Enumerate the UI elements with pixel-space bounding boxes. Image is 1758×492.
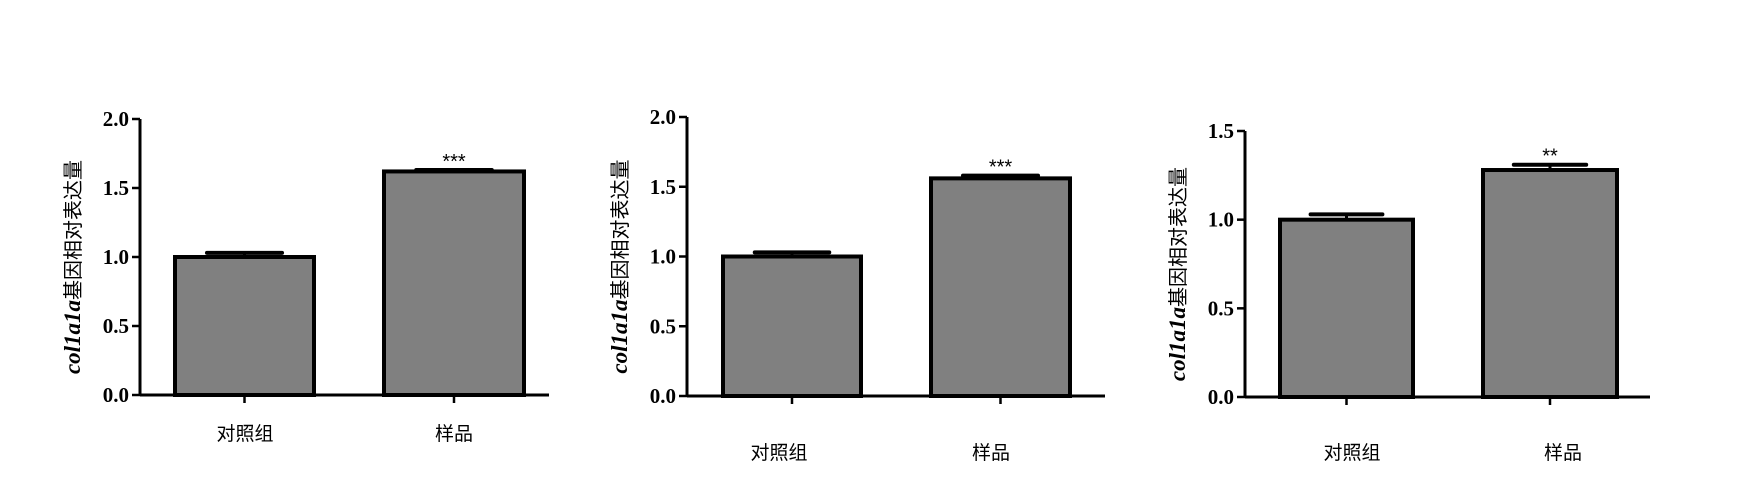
y-tick-label: 0.5 <box>650 314 676 338</box>
category-label: 样品 <box>1544 442 1582 464</box>
y-tick-label: 0.0 <box>1208 385 1234 409</box>
chart-1: 对照组 样品 *** 0.0 0.5 1.0 1.5 2.0 col1a1a基因相对表达量 <box>60 107 549 445</box>
y-axis-label: col1a1a基因相对表达量 <box>60 160 85 374</box>
category-label: 样品 <box>435 423 473 445</box>
significance-label: *** <box>442 151 466 173</box>
bar <box>1278 217 1415 399</box>
bar <box>173 255 316 397</box>
y-axis-label: col1a1a基因相对表达量 <box>607 159 632 373</box>
chart-2: 对照组 样品 *** 0.0 0.5 1.0 1.5 2.0 col1a1a基因相对表达量 <box>607 105 1105 464</box>
significance-label: ** <box>1542 146 1558 168</box>
bar <box>1481 168 1619 399</box>
category-label: 对照组 <box>216 423 273 445</box>
y-tick-label: 1.0 <box>103 245 129 269</box>
y-axis-label: col1a1a基因相对表达量 <box>1165 167 1190 381</box>
y-tick-label: 1.0 <box>650 245 676 269</box>
y-tick-label: 1.5 <box>103 176 129 200</box>
y-tick-label: 0.5 <box>1208 296 1234 320</box>
y-tick-label: 0.0 <box>103 383 129 407</box>
bar <box>721 254 863 398</box>
bar <box>929 176 1072 398</box>
y-tick-label: 0.0 <box>650 384 676 408</box>
category-label: 样品 <box>972 442 1010 464</box>
y-tick-label: 2.0 <box>103 107 129 131</box>
y-tick-label: 1.5 <box>1208 119 1234 143</box>
significance-label: *** <box>989 157 1013 179</box>
bar <box>382 169 526 397</box>
category-label: 对照组 <box>750 442 807 464</box>
y-tick-label: 0.5 <box>103 314 129 338</box>
chart-3: 对照组 样品 ** 0.0 0.5 1.0 1.5 col1a1a基因相对表达量 <box>1165 119 1650 464</box>
y-tick-label: 1.5 <box>650 175 676 199</box>
category-label: 对照组 <box>1323 442 1380 464</box>
y-tick-label: 2.0 <box>650 105 676 129</box>
y-tick-label: 1.0 <box>1208 208 1234 232</box>
